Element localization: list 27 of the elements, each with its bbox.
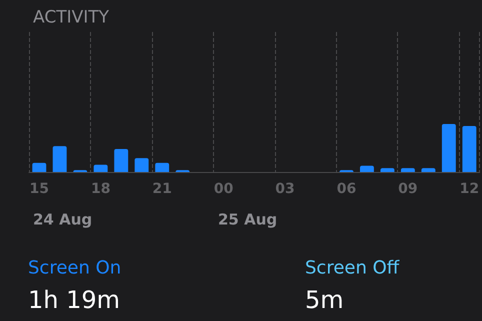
bar xyxy=(155,162,170,172)
text: 24 Aug xyxy=(33,210,92,228)
x-tick-label: 09 xyxy=(398,181,418,197)
bar xyxy=(380,168,394,172)
bar xyxy=(442,124,456,172)
text: Screen On xyxy=(28,258,122,278)
x-tick-label: 18 xyxy=(90,181,110,197)
chart-title: ACTIVITY xyxy=(33,8,110,28)
bar xyxy=(134,158,149,172)
bar xyxy=(114,148,128,172)
x-tick-label: 06 xyxy=(336,181,356,197)
bar xyxy=(421,168,436,172)
bar xyxy=(462,126,476,172)
x-tick-label: 00 xyxy=(214,181,234,197)
x-tick-label: 21 xyxy=(152,181,172,197)
bar xyxy=(32,162,46,172)
bar xyxy=(94,164,108,172)
text: 25 Aug xyxy=(218,210,278,228)
text: 1h 19m xyxy=(28,286,120,314)
text: 5m xyxy=(305,286,344,314)
bar xyxy=(360,166,374,172)
x-tick-label: 12 xyxy=(460,181,480,197)
bar xyxy=(400,168,415,172)
bar xyxy=(52,146,67,172)
x-tick-label: 03 xyxy=(275,181,295,197)
text: Screen Off xyxy=(305,258,400,278)
x-tick-label: 15 xyxy=(30,181,49,197)
